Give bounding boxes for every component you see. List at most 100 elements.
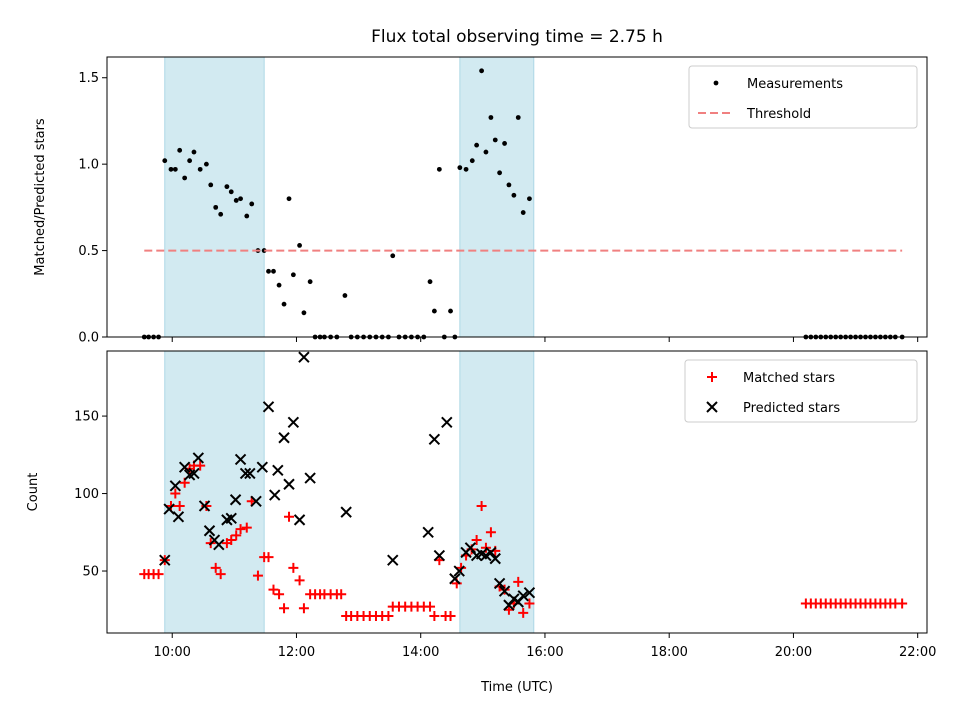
measurement-point [281, 301, 287, 307]
predicted-stars-point [453, 565, 465, 577]
measurement-point [469, 158, 475, 164]
matched-stars-point [294, 575, 305, 586]
measurement-point [427, 279, 433, 285]
matched-stars-point [153, 569, 164, 580]
measurement-point [474, 142, 480, 148]
measurement-point [203, 161, 209, 167]
predicted-stars-point [269, 489, 281, 501]
predicted-stars-point [340, 506, 352, 518]
predicted-stars-point [489, 552, 501, 565]
y-tick-label: 150 [74, 410, 99, 425]
chart-title: Flux total observing time = 2.75 h [371, 27, 663, 47]
predicted-stars-point [169, 480, 182, 492]
legend-box [684, 359, 918, 423]
predicted-stars-point [464, 542, 477, 554]
matched-stars-point [485, 527, 496, 538]
measurement-point [527, 196, 532, 202]
predicted-stars-point [283, 478, 295, 490]
matched-stars-point [274, 589, 285, 600]
matched-stars-point [252, 570, 263, 581]
matched-stars-point [499, 584, 510, 595]
matched-stars-point [518, 607, 529, 618]
predicted-stars-point [517, 590, 529, 602]
predicted-stars-point [441, 416, 453, 428]
matched-stars-point [215, 569, 226, 580]
measurement-point [261, 248, 267, 253]
predicted-stars-point [239, 467, 252, 480]
matched-stars-point [201, 500, 212, 511]
predicted-stars-point [485, 546, 497, 559]
measurement-point [511, 192, 517, 198]
matched-stars-point [383, 610, 394, 621]
measurement-point [224, 184, 230, 190]
predicted-stars-point [234, 453, 247, 466]
legend-matched-swatch [707, 372, 717, 382]
measurement-point [307, 279, 313, 285]
predicted-stars-point [422, 526, 434, 538]
legend: Measurements Threshold [688, 65, 918, 129]
y-tick-label: 0.5 [78, 244, 99, 259]
measurement-point [228, 189, 234, 195]
legend-entry-label: Matched stars [743, 371, 835, 386]
predicted-stars-point [262, 401, 275, 413]
x-tick-label: 14:00 [402, 645, 439, 660]
predicted-stars-point [272, 464, 284, 477]
predicted-stars-point [203, 525, 216, 537]
predicted-stars-point [287, 416, 300, 428]
measurement-point [515, 115, 521, 120]
measurement-point [436, 166, 442, 172]
measurement-point [233, 198, 239, 203]
predicted-stars-point [433, 549, 446, 562]
measurement-point [492, 137, 498, 143]
matched-stars-point [268, 584, 279, 595]
shaded-interval [459, 350, 535, 634]
measurement-point [276, 282, 282, 288]
x-tick-label: 10:00 [153, 645, 190, 660]
matched-stars-point [231, 530, 242, 541]
matched-stars-point [513, 576, 524, 587]
y-axis-label: Matched/Predicted stars [33, 118, 48, 276]
matched-stars-point [445, 610, 456, 621]
predicted-stars-point [172, 511, 185, 523]
matched-stars-point [471, 535, 482, 546]
legend-entry-label: Threshold [746, 107, 811, 122]
predicted-stars-point [188, 467, 200, 480]
measurement-point [168, 166, 174, 172]
predicted-stars-point [304, 472, 316, 484]
matched-stars-point [174, 500, 185, 511]
predicted-stars-point [225, 512, 237, 525]
x-tick-label: 20:00 [775, 645, 812, 660]
measurement-point [286, 196, 292, 202]
plot-frame [106, 56, 928, 338]
matched-stars-point [336, 589, 347, 600]
predicted-stars-point [159, 554, 171, 566]
measurement-point [463, 166, 469, 172]
matched-stars-point [235, 524, 246, 535]
measurement-point [177, 147, 183, 153]
matched-stars-point [263, 552, 274, 563]
predicted-stars-point [387, 554, 399, 566]
legend-entry-label: Measurements [747, 77, 843, 92]
predicted-stars-point [213, 538, 225, 551]
x-axis-label: Time (UTC) [480, 680, 553, 695]
measurement-point [213, 204, 219, 210]
measurement-point [197, 166, 203, 172]
predicted-stars-point [498, 585, 511, 597]
x-tick-label: 16:00 [526, 645, 563, 660]
predicted-stars-point [178, 461, 191, 473]
measurement-point [506, 182, 512, 188]
legend-predicted-swatch [706, 401, 718, 413]
matched-stars-point [524, 598, 535, 609]
matched-stars-point [298, 603, 309, 614]
predicted-stars-point [449, 573, 461, 585]
y-axis-label: Count [26, 473, 41, 512]
legend: Matched stars Predicted stars [684, 359, 918, 423]
measurement-point [488, 115, 494, 120]
measurement-point [483, 149, 489, 155]
matched-stars-point [476, 500, 487, 511]
matched-stars-point [425, 601, 436, 612]
predicted-stars-point [198, 500, 211, 512]
matched-stars-point [226, 535, 237, 546]
y-tick-label: 1.5 [78, 71, 99, 86]
predicted-stars-point [192, 452, 205, 464]
